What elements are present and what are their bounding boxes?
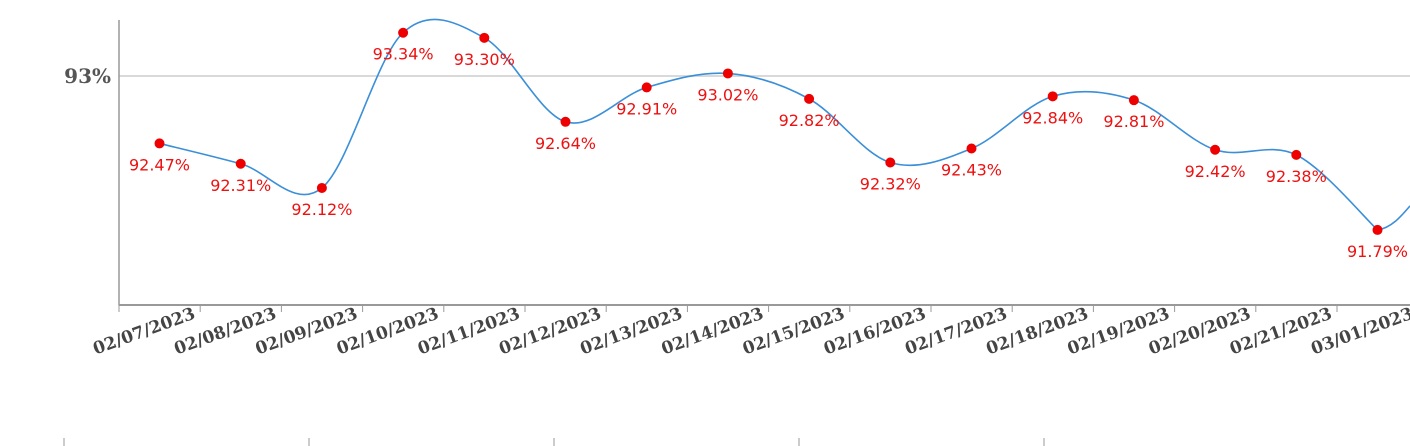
data-label-14: 92.38% — [1266, 167, 1327, 186]
data-label-3: 93.34% — [373, 45, 434, 64]
data-labels: 92.47% 92.31% 92.12% 93.34% 93.30% 92.64% 92.9… — [129, 45, 1408, 261]
data-label-15: 91.79% — [1347, 242, 1408, 261]
data-label-0: 92.47% — [129, 155, 190, 174]
data-point-3 — [398, 27, 409, 38]
data-label-2: 92.12% — [291, 200, 352, 219]
data-label-7: 93.02% — [697, 85, 758, 104]
data-point-8 — [804, 93, 815, 104]
data-label-4: 93.30% — [454, 50, 515, 69]
data-point-5 — [560, 116, 571, 127]
data-point-1 — [235, 158, 246, 169]
data-label-5: 92.64% — [535, 134, 596, 153]
data-point-13 — [1210, 144, 1221, 155]
data-label-13: 92.42% — [1185, 162, 1246, 181]
data-label-9: 92.32% — [860, 175, 921, 194]
data-point-6 — [641, 82, 652, 93]
data-point-12 — [1128, 95, 1139, 106]
data-point-15 — [1372, 224, 1383, 235]
data-label-6: 92.91% — [616, 99, 677, 118]
data-point-2 — [316, 182, 327, 193]
data-points — [154, 27, 1383, 235]
data-label-1: 92.31% — [210, 176, 271, 195]
data-point-9 — [885, 157, 896, 168]
data-point-10 — [966, 143, 977, 154]
bottom-ticks — [63, 438, 1045, 446]
data-label-8: 92.82% — [779, 111, 840, 130]
data-point-7 — [722, 68, 733, 79]
y-tick-label-0: 93% — [64, 64, 111, 88]
data-point-0 — [154, 138, 165, 149]
data-point-4 — [479, 32, 490, 43]
y-tick-labels: 93% — [64, 64, 111, 88]
data-point-11 — [1047, 91, 1058, 102]
data-label-12: 92.81% — [1103, 112, 1164, 131]
axis-layer — [118, 20, 1410, 312]
data-label-10: 92.43% — [941, 161, 1002, 180]
data-point-14 — [1291, 149, 1302, 160]
x-tick-labels: 02/07/202302/08/202302/09/202302/10/2023… — [90, 304, 1410, 359]
data-label-11: 92.84% — [1022, 108, 1083, 127]
